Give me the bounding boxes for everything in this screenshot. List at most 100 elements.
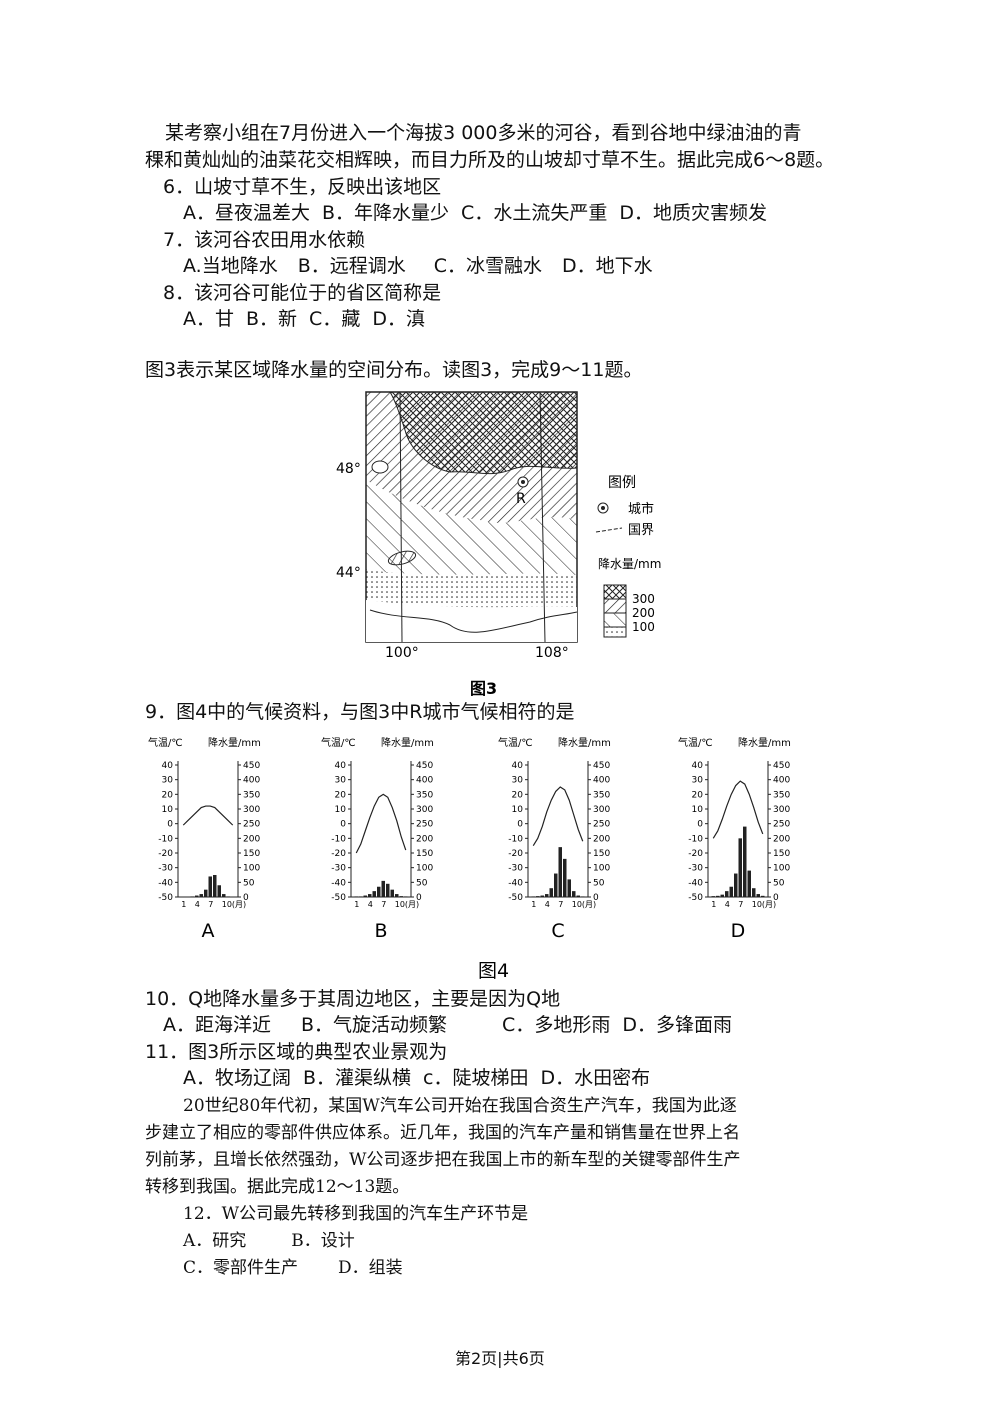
x-tick-label: 4	[725, 900, 730, 909]
temperature-line	[532, 786, 584, 846]
x-tick-label: 1	[181, 900, 186, 909]
bar	[752, 888, 756, 897]
bar	[729, 886, 733, 897]
bar	[190, 896, 194, 897]
y-tick-label: 20	[162, 790, 174, 800]
options: A.当地降水 B．远程调水 C．冰雪融水 D．地下水	[183, 254, 665, 278]
x-tick-label: 7	[738, 900, 743, 909]
y-tick-label: 30	[512, 776, 524, 786]
y-tick-label: -40	[508, 878, 523, 888]
legend-level: 300	[632, 592, 655, 606]
y2-tick-label: 200	[243, 834, 260, 844]
y-tick-label: -10	[688, 834, 703, 844]
option: A．昼夜温差大	[183, 202, 310, 224]
y2-tick-label: 0	[593, 893, 599, 903]
y2-tick-label: 350	[773, 790, 790, 800]
bar	[226, 896, 230, 897]
bar	[217, 885, 221, 897]
passage-line: 稞和黄灿灿的油菜花交相辉映，而目力所及的山坡却寸草不生。据此完成6～8题。	[145, 149, 835, 171]
y2-tick-label: 250	[243, 820, 260, 830]
y-tick-label: -30	[158, 864, 173, 874]
option: C．冰雪融水	[433, 255, 543, 277]
y-tick-label: 10	[512, 805, 524, 815]
axis-title: 气温/℃	[498, 736, 533, 749]
y2-tick-label: 350	[243, 790, 260, 800]
axis-title: 降水量/mm	[208, 736, 261, 749]
bar	[761, 895, 765, 897]
y2-tick-label: 400	[416, 776, 433, 786]
options: A．牧场辽阔 B．灌渠纵横 c．陡坡梯田 D．水田密布	[183, 1066, 662, 1090]
x-tick-label: 7	[381, 900, 386, 909]
option: A．甘	[183, 308, 234, 330]
climographs: 气温/℃ 降水量/mm403020100-10-20-30-40-50450400…	[148, 736, 791, 942]
options: A．研究 B．设计	[183, 1229, 355, 1253]
chart-label: D	[731, 920, 746, 942]
y2-tick-label: 50	[416, 878, 428, 888]
bar	[195, 895, 199, 897]
temperature-line	[355, 793, 407, 854]
y-tick-label: 40	[335, 761, 347, 771]
bar	[354, 896, 358, 897]
option: D．地下水	[562, 255, 653, 277]
y-tick-label: 30	[162, 776, 174, 786]
y-tick-label: 20	[335, 790, 347, 800]
passage-line: 20世纪80年代初，某国W汽车公司开始在我国合资生产汽车，我国为此逐	[183, 1096, 737, 1116]
passage-line: 列前茅，且增长依然强劲，W公司逐步把在我国上市的新车型的关键零部件生产	[145, 1150, 741, 1170]
y2-tick-label: 50	[773, 878, 785, 888]
y-tick-label: -30	[508, 864, 523, 874]
y2-tick-label: 300	[773, 805, 790, 815]
y2-tick-label: 150	[416, 849, 433, 859]
intro: 图3表示某区域降水量的空间分布。读图3，完成9～11题。	[145, 359, 643, 381]
axis-title: 降水量/mm	[738, 736, 791, 749]
option: B．设计	[291, 1231, 355, 1251]
y2-tick-label: 400	[243, 776, 260, 786]
option: c．陡坡梯田	[423, 1067, 529, 1089]
axis-title: 气温/℃	[148, 736, 183, 749]
options: A．距海洋近 B．气旋活动频繁 C．多地形雨 D．多锋面雨	[163, 1013, 732, 1037]
legend-item: 城市	[628, 501, 654, 517]
map: 48° 44° 100° 108° R 图例 城市 国界 降水量/mm 300 …	[336, 391, 661, 698]
y2-tick-label: 100	[593, 864, 610, 874]
option: B．远程调水	[297, 255, 406, 277]
bar	[390, 889, 394, 897]
legend-level: 200	[632, 606, 655, 620]
x-tick-label: 7	[208, 900, 213, 909]
legend-title: 图例	[608, 475, 636, 491]
y-tick-label: -40	[688, 878, 703, 888]
axis-title: 气温/℃	[678, 736, 713, 749]
y-tick-label: -20	[158, 849, 173, 859]
y-tick-label: -50	[331, 893, 346, 903]
bar	[372, 891, 376, 897]
y2-tick-label: 150	[593, 849, 610, 859]
y-tick-label: 0	[517, 820, 523, 830]
bar	[395, 894, 399, 897]
y2-tick-label: 0	[243, 893, 249, 903]
y2-tick-label: 250	[416, 820, 433, 830]
question: 6．山坡寸草不生，反映出该地区	[163, 176, 442, 198]
question: 11．图3所示区域的典型农业景观为	[145, 1041, 448, 1063]
y2-tick-label: 300	[416, 805, 433, 815]
bar	[567, 879, 571, 897]
option: A.当地降水	[183, 255, 278, 277]
x-tick-label: 1	[531, 900, 536, 909]
bar	[545, 894, 549, 897]
y2-tick-label: 50	[593, 878, 605, 888]
lat-label: 48°	[336, 461, 361, 477]
y2-tick-label: 0	[773, 893, 779, 903]
lat-label: 44°	[336, 565, 361, 581]
bar	[720, 894, 724, 897]
y-tick-label: 40	[692, 761, 704, 771]
option: D．水田密布	[540, 1067, 651, 1089]
bar	[563, 858, 567, 897]
option: B．新	[246, 308, 298, 330]
y2-tick-label: 150	[773, 849, 790, 859]
passage-line: 步建立了相应的零部件供应体系。近几年，我国的汽车产量和销售量在世界上名	[145, 1123, 740, 1143]
axis-title: 降水量/mm	[558, 736, 611, 749]
bar	[363, 895, 367, 897]
y2-tick-label: 100	[416, 864, 433, 874]
y-tick-label: 20	[692, 790, 704, 800]
y2-tick-label: 450	[773, 761, 790, 771]
bar	[743, 826, 747, 897]
y-tick-label: -20	[688, 849, 703, 859]
